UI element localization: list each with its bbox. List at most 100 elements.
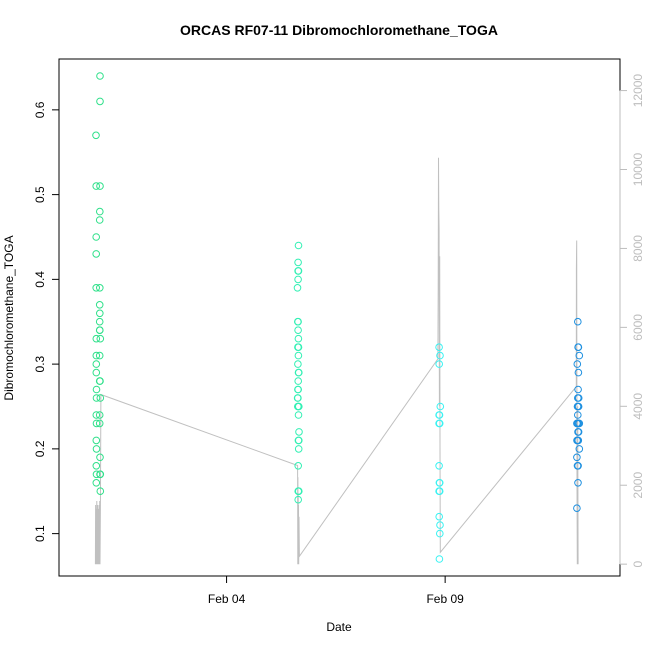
data-point-0-28 xyxy=(96,326,104,335)
data-point-1-8 xyxy=(294,326,302,335)
data-point-0-5 xyxy=(92,334,101,343)
data-point-0-38 xyxy=(96,470,105,479)
data-point-1-7 xyxy=(294,317,302,326)
data-point-1-5 xyxy=(293,284,302,292)
data-point-0-17 xyxy=(92,479,101,487)
data-point-2-8 xyxy=(435,462,443,470)
data-point-0-16 xyxy=(92,470,101,479)
data-point-1-25 xyxy=(294,411,303,419)
data-point-0-24 xyxy=(95,301,104,309)
data-point-2-7 xyxy=(435,419,444,428)
data-point-3-4 xyxy=(573,360,582,368)
data-point-0-15 xyxy=(92,462,101,470)
data-point-1-11 xyxy=(294,343,303,352)
data-point-2-10 xyxy=(435,479,444,487)
data-point-0-0 xyxy=(92,131,100,140)
data-point-3-21 xyxy=(574,436,583,445)
data-point-0-1 xyxy=(92,182,100,190)
y-axis-right: 0 2000 4000 6000 8000 10000 12000 xyxy=(619,74,645,568)
data-point-1-15 xyxy=(295,368,303,377)
data-point-0-30 xyxy=(95,351,104,360)
x-axis: Feb 04 Feb 09 xyxy=(208,575,464,606)
y2-tick-label-6: 12000 xyxy=(631,74,645,108)
data-point-1-16 xyxy=(294,377,303,385)
data-point-0-32 xyxy=(95,377,104,385)
data-point-0-11 xyxy=(92,411,101,419)
data-point-2-0 xyxy=(435,343,443,352)
data-point-0-35 xyxy=(95,419,104,428)
data-point-1-33 xyxy=(295,487,303,496)
data-point-1-0 xyxy=(294,241,303,250)
data-point-1-30 xyxy=(294,462,303,470)
data-point-3-2 xyxy=(574,343,583,352)
secondary-series xyxy=(94,157,579,565)
data-point-2-16 xyxy=(435,555,444,563)
y2-tick-label-3: 6000 xyxy=(631,314,645,341)
data-point-2-14 xyxy=(436,521,444,529)
data-point-2-1 xyxy=(436,351,444,360)
data-point-2-13 xyxy=(435,512,444,521)
y-tick-label-0: 0.1 xyxy=(33,525,47,542)
scatter-points xyxy=(92,72,584,563)
data-point-1-12 xyxy=(294,351,303,360)
data-point-2-15 xyxy=(436,529,444,538)
y-axis-label: Dibromochloromethane_TOGA xyxy=(2,235,16,400)
data-point-1-20 xyxy=(293,394,302,402)
data-point-1-13 xyxy=(294,360,302,368)
data-point-1-24 xyxy=(295,402,303,411)
data-point-0-22 xyxy=(95,216,104,224)
data-point-3-3 xyxy=(575,351,584,360)
y-tick-label-4: 0.5 xyxy=(33,186,47,203)
chart-title: ORCAS RF07-11 Dibromochloromethane_TOGA xyxy=(180,22,498,38)
data-point-3-5 xyxy=(574,368,583,377)
data-point-3-16 xyxy=(575,419,584,428)
data-point-0-36 xyxy=(96,453,104,462)
data-point-3-26 xyxy=(574,479,582,487)
data-point-0-18 xyxy=(96,72,104,80)
secondary-series-line xyxy=(94,157,579,565)
data-point-0-14 xyxy=(92,445,101,453)
data-point-0-33 xyxy=(96,394,105,402)
data-point-3-11 xyxy=(574,402,583,411)
data-point-1-3 xyxy=(294,267,302,275)
data-point-1-4 xyxy=(294,275,302,284)
data-point-3-22 xyxy=(575,445,584,453)
data-point-2-12 xyxy=(435,487,444,496)
x-tick-label-1: Feb 09 xyxy=(426,592,464,606)
data-point-1-29 xyxy=(294,445,303,453)
y-axis-left: 0.1 0.2 0.3 0.4 0.5 0.6 xyxy=(33,101,60,542)
x-tick-label-0: Feb 04 xyxy=(208,592,246,606)
data-point-0-7 xyxy=(92,360,101,368)
y2-tick-label-0: 0 xyxy=(631,561,645,568)
data-point-3-27 xyxy=(573,504,581,513)
data-point-0-26 xyxy=(95,317,104,326)
data-point-0-6 xyxy=(92,351,101,360)
data-point-0-34 xyxy=(95,411,104,419)
data-point-1-28 xyxy=(294,436,303,445)
data-point-3-0 xyxy=(574,317,582,326)
data-point-2-3 xyxy=(436,402,445,411)
data-point-0-9 xyxy=(92,385,101,394)
y-tick-label-3: 0.4 xyxy=(33,271,47,288)
data-point-0-13 xyxy=(92,436,101,445)
data-point-1-9 xyxy=(294,334,303,343)
y2-tick-label-1: 2000 xyxy=(631,472,645,499)
data-point-0-3 xyxy=(92,250,100,258)
data-point-3-8 xyxy=(574,394,583,402)
data-point-1-1 xyxy=(294,258,302,267)
data-point-3-12 xyxy=(574,411,582,419)
data-point-0-39 xyxy=(96,487,105,496)
y-tick-label-2: 0.3 xyxy=(33,355,47,372)
data-point-0-19 xyxy=(96,97,104,106)
data-point-0-4 xyxy=(92,284,100,292)
y2-tick-label-5: 10000 xyxy=(631,152,645,186)
data-point-0-12 xyxy=(92,419,101,428)
y2-tick-label-2: 4000 xyxy=(631,393,645,420)
data-point-1-26 xyxy=(295,428,303,436)
data-point-0-29 xyxy=(96,334,105,343)
data-point-0-2 xyxy=(92,233,100,241)
data-point-2-5 xyxy=(435,411,444,419)
data-point-1-18 xyxy=(294,385,303,394)
data-point-0-25 xyxy=(96,309,104,318)
